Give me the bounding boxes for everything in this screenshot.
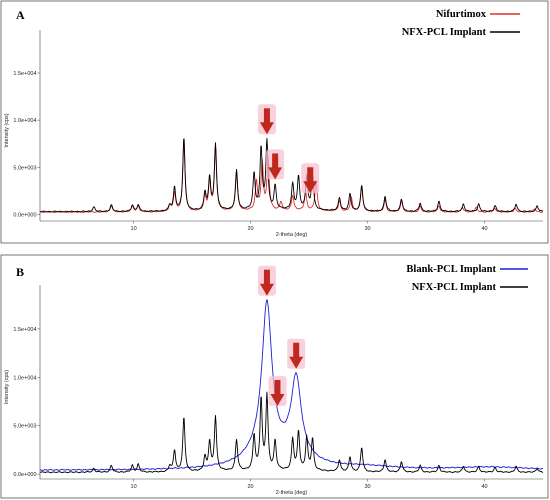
panel-b-arrow-1 (257, 265, 276, 296)
panel-b-series-2-line (39, 391, 544, 474)
panel-b: B 10 20 30 40 0.0e+000 5.0e+003 1.0e+004 1.5e+0… (0, 254, 549, 499)
panel-a-series-2-line (39, 137, 544, 213)
panel-a-frame (0, 0, 549, 244)
panel-a-y-tick-label: 5.0e+003 (13, 165, 36, 171)
panel-b-x-tick-label: 10 (131, 484, 137, 490)
panel-a-arrow-shaft (263, 108, 270, 124)
panel-a-arrow-1 (257, 104, 276, 135)
panel-a-x-tick-label: 10 (131, 226, 137, 232)
panel-b-arrow-head (259, 283, 274, 296)
panel-a-arrow-shaft (307, 167, 314, 183)
panel-b-legend-label-2: NFX-PCL Implant (412, 282, 497, 293)
panel-a-y-tick-label: 1.0e+004 (13, 118, 36, 124)
panel-b-frame (0, 254, 549, 499)
panel-a-x-tick-label: 20 (247, 226, 253, 232)
panel-b-x-tick-label: 40 (481, 484, 487, 490)
panel-a-arrow-2 (266, 149, 285, 180)
panel-b-series-1-line (39, 299, 544, 471)
panel-a-arrow-3 (301, 163, 320, 194)
panel-b-arrow-2 (268, 375, 287, 406)
panel-a-arrow-head (268, 167, 283, 180)
panel-a-x-tick-label: 30 (364, 226, 370, 232)
panel-a-legend-label-1: Nifurtimox (436, 9, 487, 20)
panel-a-legend: Nifurtimox NFX-PCL Implant (402, 9, 520, 38)
panel-a-y-tick-label: 1.5e+004 (13, 71, 36, 77)
panel-b-y-tick-label: 0.0e+000 (13, 472, 36, 478)
panel-a: A 10 20 30 40 0.0e+000 5.0e+003 1.0e+004 1.5e+0… (0, 0, 549, 244)
panel-b-legend-label-1: Blank-PCL Implant (406, 264, 496, 275)
panel-b-arrow-shaft (263, 269, 270, 285)
panel-a-x-tick-label: 40 (481, 226, 487, 232)
panel-b-y-axis-title: Intensity (cps) (4, 370, 10, 404)
panel-a-y-tick-label: 0.0e+000 (13, 212, 36, 218)
panel-b-legend: Blank-PCL Implant NFX-PCL Implant (406, 264, 528, 293)
panel-a-legend-label-2: NFX-PCL Implant (402, 27, 487, 38)
panel-a-arrow-shaft (272, 153, 279, 169)
panel-b-y-tick-label: 5.0e+003 (13, 424, 36, 430)
panel-a-arrow-head (303, 181, 318, 194)
panel-a-arrow-head (259, 122, 274, 135)
panel-b-plot-area: 10 20 30 40 0.0e+000 5.0e+003 1.0e+004 1.5e+004… (4, 265, 544, 496)
panel-b-x-tick-label: 30 (364, 484, 370, 490)
panel-a-plot-area: 10 20 30 40 0.0e+000 5.0e+003 1.0e+004 1.5e+004… (4, 30, 544, 238)
panel-b-x-tick-label: 20 (247, 484, 253, 490)
panel-a-x-axis-title: 2-theta (deg) (276, 232, 308, 238)
panel-b-letter: B (16, 265, 24, 279)
panel-b-y-tick-label: 1.0e+004 (13, 375, 36, 381)
panel-b-x-axis-title: 2-theta (deg) (276, 490, 308, 496)
panel-b-arrow-shaft (274, 379, 281, 395)
panel-b-arrow-head (289, 356, 304, 369)
panel-b-y-tick-label: 1.5e+004 (13, 327, 36, 333)
panel-a-y-axis-title: Intensity (cps) (4, 113, 10, 147)
panel-b-arrow-3 (287, 338, 306, 369)
panel-b-arrow-shaft (293, 342, 300, 358)
panel-b-arrow-head (270, 393, 285, 406)
panel-a-letter: A (16, 8, 25, 22)
